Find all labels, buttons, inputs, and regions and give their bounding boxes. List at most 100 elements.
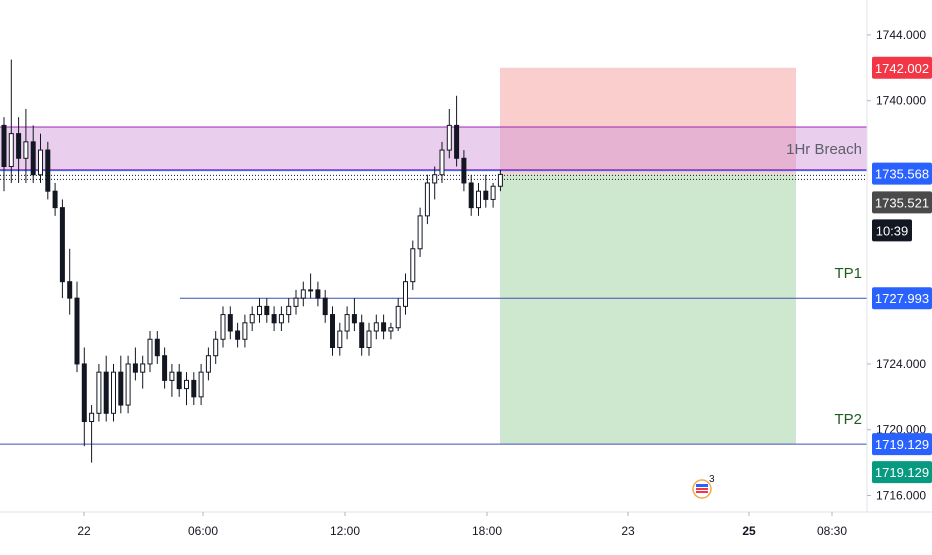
candle[interactable]	[169, 363, 175, 397]
candle-body-down	[235, 330, 241, 340]
candle[interactable]	[344, 306, 350, 340]
candle-body-up	[403, 281, 408, 307]
candle[interactable]	[16, 117, 22, 183]
candle[interactable]	[278, 306, 284, 332]
candle[interactable]	[38, 133, 43, 183]
price-badge-countdown[interactable]: 10:39	[872, 219, 912, 242]
candle[interactable]	[293, 289, 299, 315]
price-badge-breach-line[interactable]: 1735.568	[872, 162, 932, 185]
candle[interactable]	[45, 141, 51, 200]
candle[interactable]	[1, 117, 7, 192]
candle[interactable]	[242, 314, 248, 348]
candle[interactable]	[373, 314, 379, 340]
candle[interactable]	[381, 314, 387, 340]
candle[interactable]	[359, 314, 365, 356]
candle[interactable]	[227, 306, 233, 340]
candle[interactable]	[205, 347, 211, 381]
candle[interactable]	[483, 174, 489, 208]
candle[interactable]	[74, 281, 80, 373]
candle[interactable]	[417, 207, 423, 257]
price-badge-tp2-line[interactable]: 1719.129	[872, 433, 932, 456]
candle[interactable]	[59, 199, 65, 299]
candle[interactable]	[490, 182, 496, 208]
candle-body-up	[89, 412, 95, 423]
candle-body-up	[388, 327, 394, 332]
candle-body-up	[38, 149, 43, 176]
candle[interactable]	[67, 248, 73, 315]
breach-zone[interactable]	[0, 127, 867, 170]
candle[interactable]	[446, 108, 452, 159]
candle[interactable]	[103, 355, 109, 422]
take-profit-zone[interactable]	[500, 174, 796, 445]
candle[interactable]	[249, 306, 255, 332]
candle[interactable]	[351, 298, 357, 332]
candle[interactable]	[308, 273, 314, 299]
candle[interactable]	[286, 298, 292, 323]
candle[interactable]	[315, 281, 321, 307]
candle[interactable]	[118, 355, 124, 414]
candle[interactable]	[461, 150, 467, 192]
candle[interactable]	[140, 355, 146, 389]
candle-body-down	[1, 124, 7, 168]
candle[interactable]	[132, 347, 138, 381]
candle[interactable]	[454, 95, 460, 167]
candle[interactable]	[468, 174, 474, 216]
badge-label: 1719.129	[875, 465, 929, 480]
economic-events-marker[interactable]: 3	[692, 474, 715, 499]
candle[interactable]	[395, 298, 401, 332]
candle[interactable]	[198, 363, 204, 406]
candle[interactable]	[432, 166, 438, 200]
candle[interactable]	[271, 306, 277, 332]
candle[interactable]	[176, 363, 182, 397]
candle[interactable]	[300, 281, 306, 307]
candle[interactable]	[257, 298, 262, 323]
candle[interactable]	[322, 289, 328, 323]
candle-body-up	[424, 182, 430, 217]
candle[interactable]	[235, 322, 241, 348]
time-tick-label: 25	[742, 524, 756, 538]
flag-stripe-blue	[696, 484, 708, 487]
badge-background	[872, 433, 932, 456]
tp2-label: TP2	[834, 411, 862, 428]
stop-loss-zone[interactable]	[500, 67, 796, 175]
candle[interactable]	[184, 372, 189, 406]
candle[interactable]	[30, 125, 36, 183]
candle[interactable]	[220, 306, 226, 348]
candle[interactable]	[439, 141, 445, 183]
price-badge-tp1-line[interactable]: 1727.993	[872, 287, 932, 310]
candle[interactable]	[23, 108, 29, 183]
candle[interactable]	[476, 182, 481, 216]
candle-body-down	[483, 190, 489, 200]
candle[interactable]	[497, 169, 503, 192]
candle[interactable]	[125, 355, 131, 414]
candle[interactable]	[147, 331, 153, 373]
candle[interactable]	[264, 298, 270, 323]
candle[interactable]	[8, 59, 14, 183]
time-tick-label: 22	[77, 524, 91, 538]
candle[interactable]	[213, 331, 219, 364]
candle-body-up	[439, 149, 445, 176]
candle[interactable]	[337, 322, 343, 356]
candle[interactable]	[154, 331, 160, 364]
candle[interactable]	[410, 240, 416, 290]
price-badge-last-price[interactable]: 1735.521	[872, 191, 932, 214]
candle[interactable]	[388, 322, 394, 340]
candle[interactable]	[330, 306, 335, 356]
candle[interactable]	[162, 347, 168, 389]
candle[interactable]	[81, 347, 87, 447]
price-badges: 1742.002 1735.568 1735.521 10:39 1727.993 171…	[872, 56, 932, 484]
candle[interactable]	[424, 174, 430, 225]
candle[interactable]	[403, 273, 408, 315]
price-badge-stop-loss[interactable]: 1742.002	[872, 56, 932, 79]
candle[interactable]	[89, 405, 95, 463]
candle[interactable]	[96, 363, 102, 422]
candle[interactable]	[52, 182, 58, 216]
candle[interactable]	[366, 322, 372, 356]
time-axis[interactable]: 22 06:00 12:00 18:00 23 25 08:30	[77, 512, 847, 538]
candle[interactable]	[111, 363, 116, 422]
price-badge-target[interactable]: 1719.129	[872, 461, 932, 484]
candle[interactable]	[191, 372, 197, 406]
